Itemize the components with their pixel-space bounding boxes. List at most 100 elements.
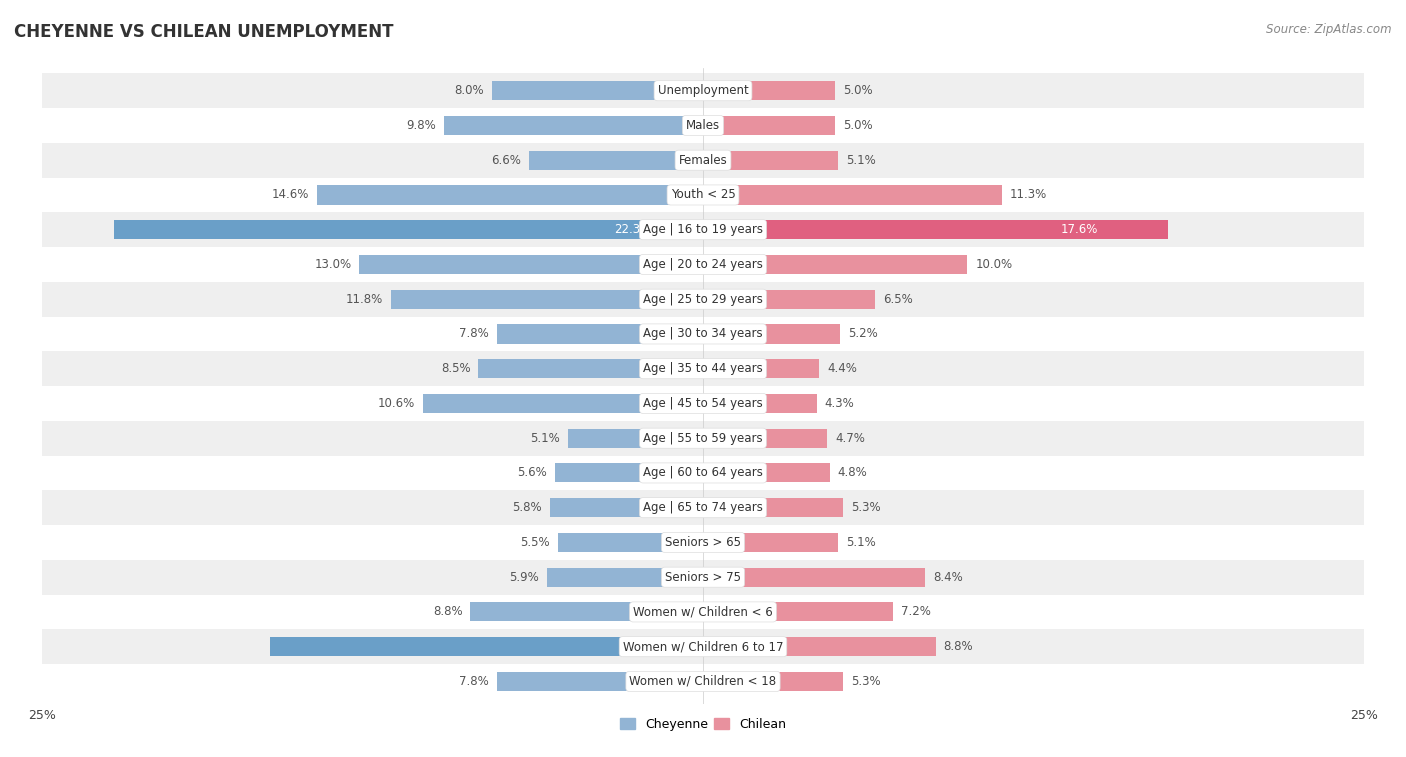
Text: 5.6%: 5.6% — [517, 466, 547, 479]
Text: Unemployment: Unemployment — [658, 84, 748, 97]
Text: Women w/ Children < 18: Women w/ Children < 18 — [630, 675, 776, 688]
Bar — [703, 533, 838, 552]
Bar — [547, 568, 703, 587]
Text: 10.0%: 10.0% — [976, 258, 1012, 271]
FancyBboxPatch shape — [42, 108, 1364, 143]
FancyBboxPatch shape — [42, 629, 1364, 664]
FancyBboxPatch shape — [42, 491, 1364, 525]
Text: Age | 25 to 29 years: Age | 25 to 29 years — [643, 293, 763, 306]
Bar — [703, 359, 820, 378]
Text: 4.7%: 4.7% — [835, 431, 865, 444]
Bar — [568, 428, 703, 447]
Text: 11.3%: 11.3% — [1010, 188, 1047, 201]
Bar — [471, 603, 703, 621]
Bar — [703, 220, 1168, 239]
Bar — [496, 672, 703, 691]
Text: 5.2%: 5.2% — [848, 328, 879, 341]
Text: Age | 60 to 64 years: Age | 60 to 64 years — [643, 466, 763, 479]
FancyBboxPatch shape — [42, 664, 1364, 699]
Bar — [444, 116, 703, 135]
FancyBboxPatch shape — [42, 560, 1364, 594]
Text: 5.1%: 5.1% — [846, 536, 876, 549]
Text: 11.8%: 11.8% — [346, 293, 384, 306]
Bar — [703, 185, 1001, 204]
Bar — [703, 325, 841, 344]
Text: 4.8%: 4.8% — [838, 466, 868, 479]
Text: Females: Females — [679, 154, 727, 167]
Legend: Cheyenne, Chilean: Cheyenne, Chilean — [614, 713, 792, 736]
Text: Women w/ Children < 6: Women w/ Children < 6 — [633, 606, 773, 618]
Text: Age | 45 to 54 years: Age | 45 to 54 years — [643, 397, 763, 410]
Text: 5.0%: 5.0% — [844, 119, 873, 132]
Text: 10.6%: 10.6% — [378, 397, 415, 410]
Text: 8.5%: 8.5% — [440, 362, 471, 375]
Bar — [558, 533, 703, 552]
Bar — [703, 290, 875, 309]
Text: Age | 20 to 24 years: Age | 20 to 24 years — [643, 258, 763, 271]
Text: 5.9%: 5.9% — [509, 571, 538, 584]
Text: Age | 30 to 34 years: Age | 30 to 34 years — [643, 328, 763, 341]
Bar — [478, 359, 703, 378]
Bar — [391, 290, 703, 309]
Bar — [703, 568, 925, 587]
FancyBboxPatch shape — [42, 247, 1364, 282]
Text: 8.8%: 8.8% — [433, 606, 463, 618]
Bar — [550, 498, 703, 517]
Text: Age | 65 to 74 years: Age | 65 to 74 years — [643, 501, 763, 514]
Text: 14.6%: 14.6% — [271, 188, 309, 201]
Text: 16.4%: 16.4% — [638, 640, 675, 653]
Bar — [360, 255, 703, 274]
Bar — [423, 394, 703, 413]
Text: 5.5%: 5.5% — [520, 536, 550, 549]
FancyBboxPatch shape — [42, 212, 1364, 247]
Text: 6.6%: 6.6% — [491, 154, 520, 167]
Bar — [703, 637, 935, 656]
Text: 7.2%: 7.2% — [901, 606, 931, 618]
Bar — [703, 255, 967, 274]
Text: Source: ZipAtlas.com: Source: ZipAtlas.com — [1267, 23, 1392, 36]
Text: 6.5%: 6.5% — [883, 293, 912, 306]
Bar — [318, 185, 703, 204]
Bar — [703, 463, 830, 482]
Text: Women w/ Children 6 to 17: Women w/ Children 6 to 17 — [623, 640, 783, 653]
Text: 5.8%: 5.8% — [512, 501, 541, 514]
Bar — [703, 672, 844, 691]
Text: 22.3%: 22.3% — [614, 223, 652, 236]
Bar — [703, 603, 893, 621]
FancyBboxPatch shape — [42, 525, 1364, 560]
FancyBboxPatch shape — [42, 421, 1364, 456]
Text: Age | 55 to 59 years: Age | 55 to 59 years — [643, 431, 763, 444]
FancyBboxPatch shape — [42, 351, 1364, 386]
Text: 17.6%: 17.6% — [1062, 223, 1098, 236]
Bar — [555, 463, 703, 482]
FancyBboxPatch shape — [42, 143, 1364, 178]
FancyBboxPatch shape — [42, 282, 1364, 316]
Text: 4.4%: 4.4% — [827, 362, 858, 375]
Text: 5.1%: 5.1% — [846, 154, 876, 167]
Text: 4.3%: 4.3% — [824, 397, 855, 410]
Text: CHEYENNE VS CHILEAN UNEMPLOYMENT: CHEYENNE VS CHILEAN UNEMPLOYMENT — [14, 23, 394, 41]
Text: 8.8%: 8.8% — [943, 640, 973, 653]
Bar — [270, 637, 703, 656]
FancyBboxPatch shape — [42, 456, 1364, 491]
Bar — [492, 81, 703, 100]
Text: 8.4%: 8.4% — [934, 571, 963, 584]
Bar — [703, 81, 835, 100]
Text: Seniors > 65: Seniors > 65 — [665, 536, 741, 549]
FancyBboxPatch shape — [42, 178, 1364, 212]
Text: 7.8%: 7.8% — [460, 328, 489, 341]
Text: 5.3%: 5.3% — [851, 501, 880, 514]
Text: 9.8%: 9.8% — [406, 119, 436, 132]
Text: 5.1%: 5.1% — [530, 431, 560, 444]
Bar — [703, 394, 817, 413]
Text: 5.3%: 5.3% — [851, 675, 880, 688]
FancyBboxPatch shape — [42, 594, 1364, 629]
Bar — [496, 325, 703, 344]
Text: Youth < 25: Youth < 25 — [671, 188, 735, 201]
Text: Age | 35 to 44 years: Age | 35 to 44 years — [643, 362, 763, 375]
Text: Age | 16 to 19 years: Age | 16 to 19 years — [643, 223, 763, 236]
Text: 8.0%: 8.0% — [454, 84, 484, 97]
Text: 13.0%: 13.0% — [315, 258, 352, 271]
Bar — [703, 116, 835, 135]
FancyBboxPatch shape — [42, 316, 1364, 351]
